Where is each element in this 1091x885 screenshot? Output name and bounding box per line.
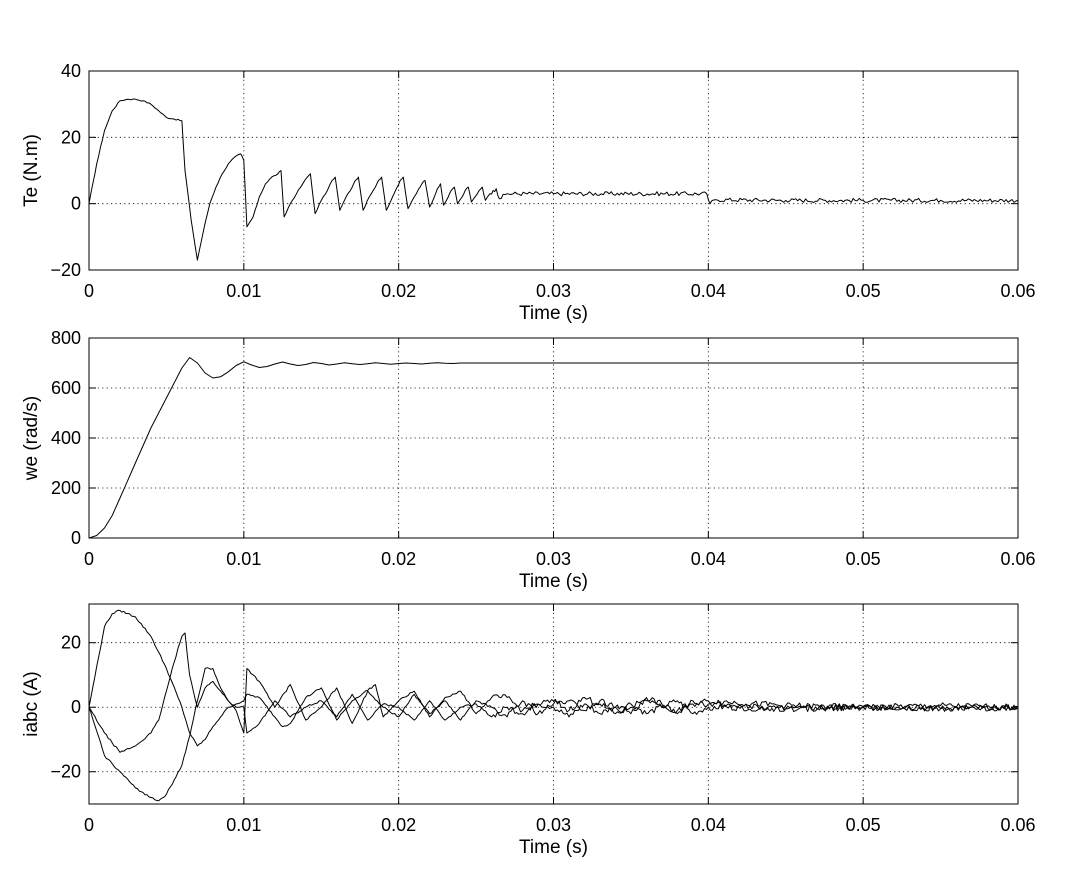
speed-ytick-label: 0	[71, 528, 81, 548]
speed-xtick-label: 0.03	[536, 549, 571, 569]
speed-subplot: 0 0.01 0.02 0.03 0.04 0.05 0.06 0 200 400 600 800 Ti…	[21, 328, 1036, 592]
speed-ytick-label: 200	[51, 478, 81, 498]
torque-xaxis-label: Time (s)	[519, 303, 588, 324]
torque-series-line-1	[89, 98, 1018, 261]
current-series-line-3	[89, 667, 1018, 802]
speed-xtick-label: 0.04	[691, 549, 726, 569]
current-xtick-label: 0.04	[691, 815, 726, 835]
current-series-line-2	[89, 632, 1018, 753]
current-ytick-label: −20	[50, 762, 81, 782]
current-subplot: 0 0.01 0.02 0.03 0.04 0.05 0.06 −20 0 20 Time (s) i…	[21, 603, 1036, 858]
torque-xtick-label: 0	[84, 281, 94, 301]
current-ytick-label: 0	[71, 697, 81, 717]
speed-xtick-label: 0.06	[1000, 549, 1035, 569]
current-xtick-label: 0.06	[1000, 815, 1035, 835]
speed-ytick-label: 600	[51, 378, 81, 398]
current-series-line-1	[89, 609, 1018, 747]
torque-xtick-label: 0.01	[226, 281, 261, 301]
current-yaxis-label: iabc (A)	[21, 671, 42, 736]
torque-xtick-label: 0.04	[691, 281, 726, 301]
speed-xtick-label: 0.02	[381, 549, 416, 569]
torque-ytick-label: 20	[61, 127, 81, 147]
torque-yaxis-label: Te (N.m)	[21, 134, 42, 207]
torque-xtick-label: 0.05	[846, 281, 881, 301]
torque-xtick-label: 0.02	[381, 281, 416, 301]
torque-xtick-label: 0.06	[1000, 281, 1035, 301]
torque-xtick-label: 0.03	[536, 281, 571, 301]
speed-series-line-1	[89, 357, 1018, 538]
speed-xtick-label: 0.05	[846, 549, 881, 569]
current-xtick-label: 0.02	[381, 815, 416, 835]
speed-yaxis-label: we (rad/s)	[21, 396, 42, 481]
speed-xtick-label: 0.01	[226, 549, 261, 569]
speed-xtick-label: 0	[84, 549, 94, 569]
torque-ytick-label: 0	[71, 194, 81, 214]
current-xtick-label: 0	[84, 815, 94, 835]
speed-xaxis-label: Time (s)	[519, 571, 588, 592]
current-xtick-label: 0.03	[536, 815, 571, 835]
torque-ytick-label: 40	[61, 61, 81, 81]
current-ytick-label: 20	[61, 633, 81, 653]
current-xtick-label: 0.01	[226, 815, 261, 835]
speed-ytick-label: 400	[51, 428, 81, 448]
current-xtick-label: 0.05	[846, 815, 881, 835]
current-xaxis-label: Time (s)	[519, 837, 588, 858]
torque-ytick-label: −20	[50, 260, 81, 280]
speed-ytick-label: 800	[51, 328, 81, 348]
